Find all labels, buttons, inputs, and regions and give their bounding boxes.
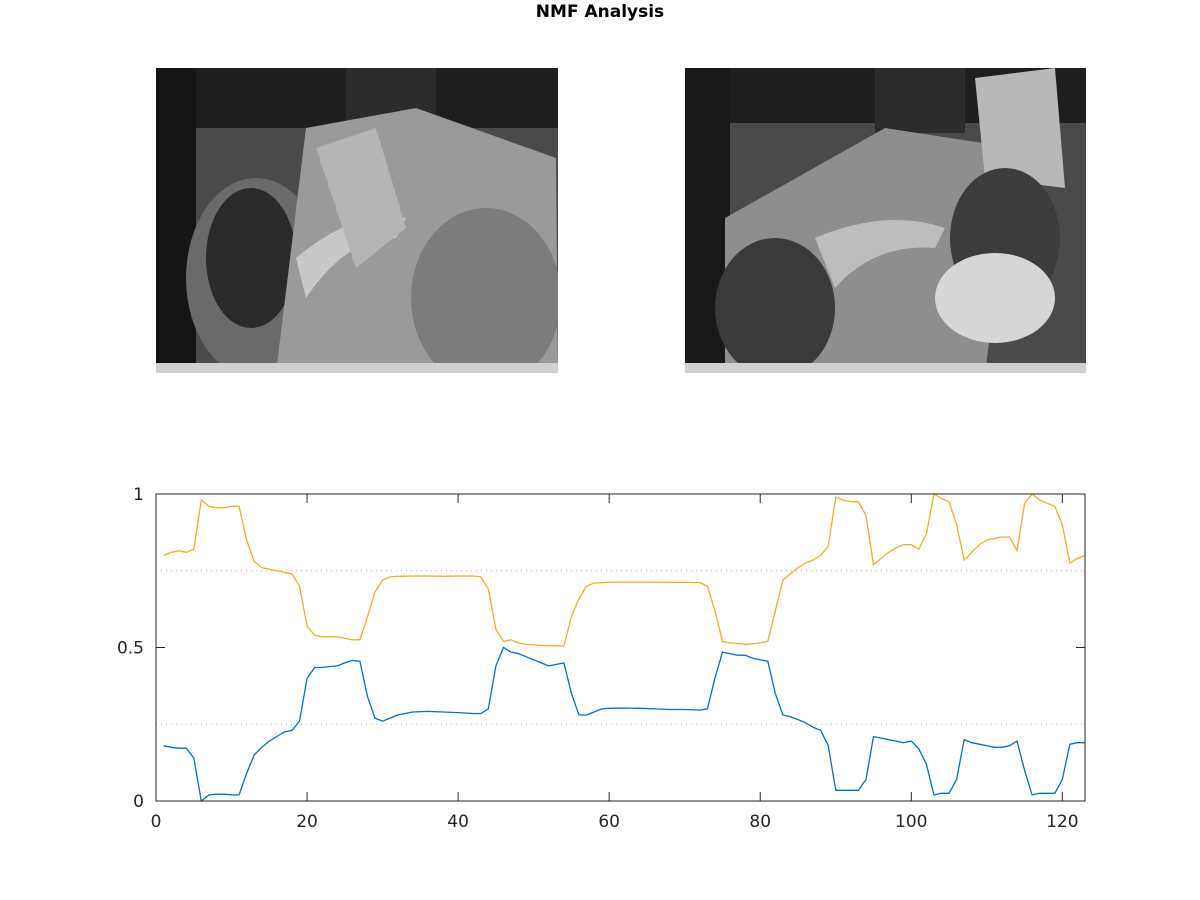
series-line-0 — [163, 492, 1086, 647]
x-tick-label: 80 — [749, 812, 771, 832]
basis-image-2-svg — [685, 68, 1086, 373]
basis-image-1-svg — [156, 68, 558, 373]
x-tick-label: 20 — [296, 812, 318, 832]
nmf-basis-image-2 — [685, 68, 1086, 373]
plot-frame — [155, 493, 1086, 802]
series-line-1 — [163, 646, 1085, 803]
x-tick-label: 100 — [895, 812, 927, 832]
y-tick-label: 1 — [133, 485, 144, 505]
x-tick-label: 60 — [598, 812, 620, 832]
y-tick-label: 0 — [133, 792, 144, 812]
x-tick-label: 0 — [151, 812, 162, 832]
y-tick-label: 0.5 — [117, 639, 144, 659]
x-tick-label: 40 — [447, 812, 469, 832]
figure-title: NMF Analysis — [535, 2, 665, 22]
nmf-basis-image-1 — [156, 68, 558, 373]
x-tick-label: 120 — [1046, 812, 1078, 832]
